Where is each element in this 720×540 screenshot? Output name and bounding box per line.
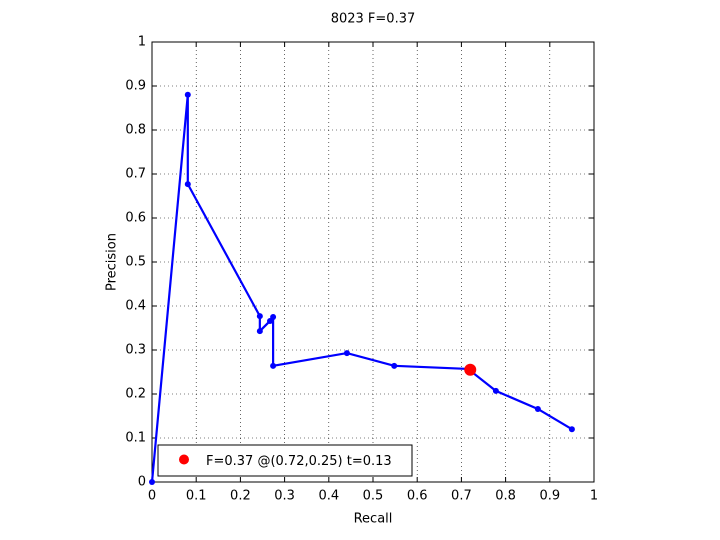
y-tick-label: 0.8: [125, 123, 146, 138]
legend-marker: [179, 454, 189, 465]
legend-label: F=0.37 @(0.72,0.25) t=0.13: [206, 454, 392, 469]
data-point: [256, 313, 263, 320]
x-tick-label: 0.9: [539, 489, 560, 504]
x-tick-label: 0.7: [451, 489, 472, 504]
y-axis-label: Precision: [105, 233, 120, 291]
y-tick-label: 0.7: [125, 167, 146, 182]
data-point: [492, 387, 499, 394]
series-line: [150, 94, 573, 483]
x-tick-label: 0.1: [186, 489, 207, 504]
y-tick-label: 0.4: [125, 299, 146, 314]
x-tick-label: 0: [148, 489, 156, 504]
y-tick-label: 0.2: [125, 387, 146, 402]
data-point: [343, 350, 350, 357]
data-point: [534, 405, 541, 412]
y-tick-label: 0.5: [125, 255, 146, 270]
axes-box: [151, 41, 595, 483]
y-tick-label: 0.9: [125, 79, 146, 94]
x-tick-label: 0.8: [495, 489, 516, 504]
y-tick-label: 0.6: [125, 211, 146, 226]
x-tick-label: 0.4: [318, 489, 339, 504]
y-tick-label: 0.1: [125, 431, 146, 446]
data-point: [149, 479, 155, 485]
data-point: [568, 426, 575, 433]
x-tick-label: 0.5: [363, 489, 384, 504]
x-tick-label: 1: [590, 489, 598, 504]
data-point: [184, 181, 191, 188]
data-point: [270, 314, 277, 320]
x-tick-label: 0.3: [274, 489, 295, 504]
x-tick-label: 0.6: [407, 489, 428, 504]
y-tick-label: 0: [138, 475, 146, 490]
y-tick-label: 1: [138, 35, 146, 50]
legend-box: [157, 444, 413, 477]
data-point: [270, 362, 277, 369]
chart-title: 8023 F=0.37: [331, 12, 416, 27]
data-point: [464, 363, 477, 376]
data-point: [184, 91, 191, 98]
x-axis-label: Recall: [354, 512, 393, 527]
x-tick-label: 0.2: [230, 489, 251, 504]
data-point: [391, 362, 398, 369]
data-point: [256, 328, 263, 335]
y-tick-label: 0.3: [125, 343, 146, 358]
